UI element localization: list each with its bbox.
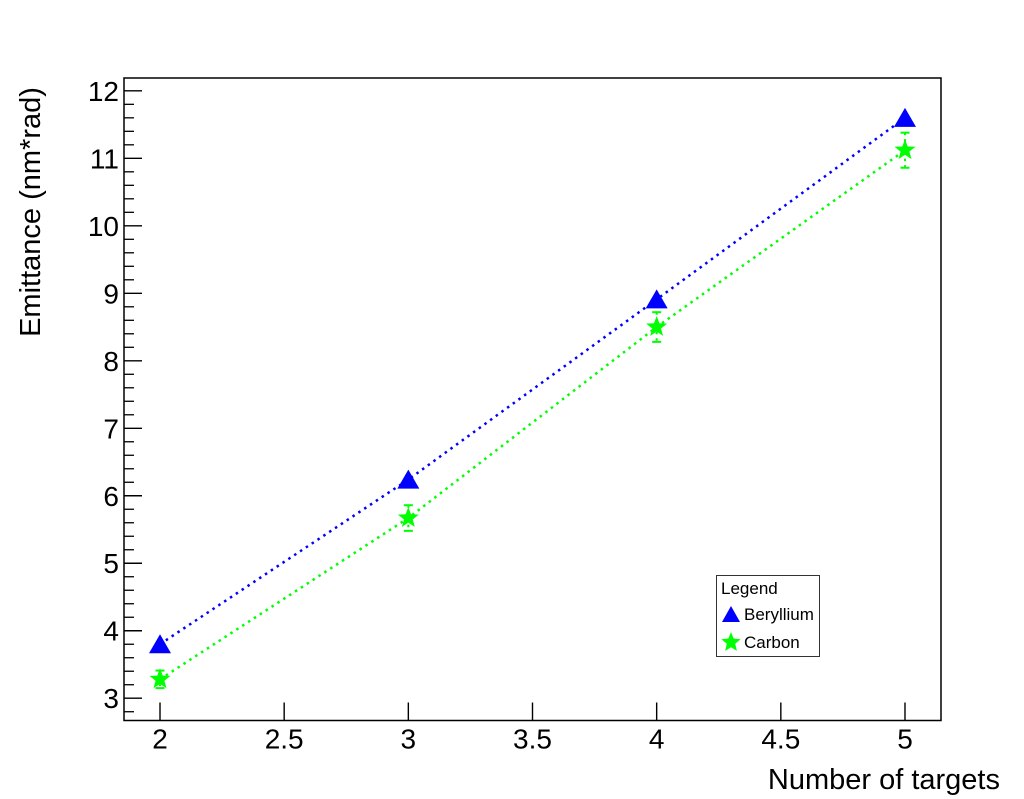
- y-axis-title: Emittance (nm*rad): [15, 87, 47, 337]
- x-tick-label: 2.5: [265, 724, 304, 755]
- y-tick-label: 8: [103, 346, 119, 377]
- legend-label-carbon: Carbon: [744, 632, 800, 652]
- y-tick-label: 11: [90, 143, 119, 174]
- carbon-marker: [894, 139, 916, 160]
- carbon-marker: [397, 507, 419, 527]
- x-tick-label: 2: [152, 724, 168, 755]
- y-tick-label: 12: [88, 76, 119, 107]
- y-tick-label: 4: [103, 616, 119, 647]
- beryllium-marker: [645, 289, 668, 309]
- y-tick-label: 7: [103, 413, 119, 444]
- star-icon: [721, 632, 741, 651]
- triangle-icon: [722, 606, 740, 622]
- y-tick-label: 5: [103, 548, 119, 579]
- x-tick-label: 3.5: [513, 724, 552, 755]
- x-axis-title: Number of targets: [768, 764, 1000, 796]
- chart-plot-area: 3 4 5 6 7 8 9 10 11 12 2 2.5 3 3.5 4 4.5 5: [88, 76, 942, 755]
- y-tick-label: 10: [88, 211, 119, 242]
- beryllium-marker: [893, 107, 916, 127]
- legend-entry-carbon: Carbon: [717, 628, 819, 656]
- carbon-marker: [646, 316, 668, 336]
- x-tick-label: 4.5: [761, 724, 800, 755]
- carbon-line: [159, 149, 906, 681]
- beryllium-marker: [149, 634, 172, 654]
- x-tick-label: 4: [649, 724, 665, 755]
- y-tick-label: 6: [103, 481, 119, 512]
- legend-entry-beryllium: Beryllium: [717, 600, 819, 628]
- x-tick-label: 3: [401, 724, 417, 755]
- beryllium-marker: [397, 469, 420, 489]
- legend-box: Legend Beryllium Carbon: [716, 575, 820, 657]
- beryllium-line: [159, 116, 906, 646]
- legend-title: Legend: [721, 579, 778, 598]
- legend-label-beryllium: Beryllium: [744, 604, 814, 624]
- y-tick-label: 9: [103, 278, 119, 309]
- x-tick-label: 5: [897, 724, 913, 755]
- carbon-marker: [149, 668, 171, 689]
- y-tick-label: 3: [103, 683, 119, 714]
